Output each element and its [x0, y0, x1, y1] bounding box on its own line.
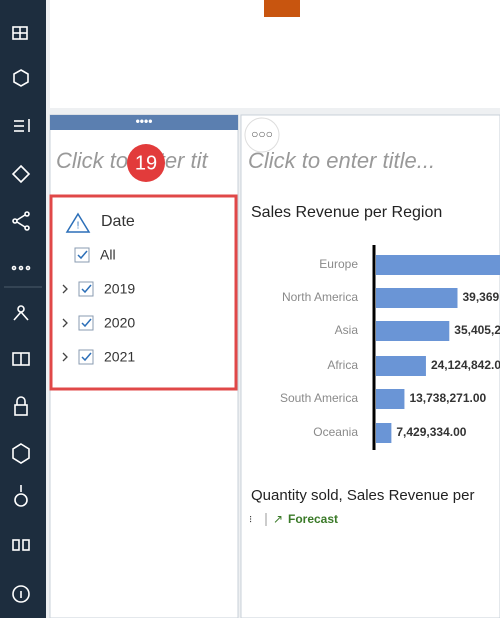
bar-chart: Europe North America 39,369 Asia 35,405,2 Afr… [280, 255, 500, 443]
panel-header[interactable] [50, 115, 238, 130]
bar[interactable] [376, 389, 405, 409]
more-button[interactable] [244, 117, 280, 153]
category-label: Europe [319, 257, 358, 271]
filter-title: Date [101, 213, 135, 230]
title-placeholder[interactable]: Click to enter title... [248, 148, 435, 173]
value-label: 13,738,271.00 [409, 391, 486, 405]
filter-list: All 2019 2020 2021 [62, 247, 135, 365]
value-label: 39,369 [462, 290, 499, 304]
filter-item[interactable]: 2020 [104, 315, 135, 331]
check [81, 284, 92, 294]
category-label: North America [282, 290, 358, 304]
bar[interactable] [376, 356, 426, 376]
filter-item[interactable]: 2019 [104, 281, 135, 297]
category-label: South America [280, 391, 358, 405]
bar[interactable] [376, 288, 458, 308]
filter-item[interactable]: All [100, 247, 116, 263]
forecast-tag[interactable]: Forecast [288, 512, 338, 526]
value-label: 35,405,2 [454, 323, 500, 337]
value-label: 24,124,842.0 [431, 358, 500, 372]
drag-handle[interactable]: •••• [136, 114, 153, 128]
expand-arrow[interactable] [62, 284, 68, 294]
check [77, 250, 88, 260]
filter-panel [49, 114, 239, 619]
more-dots[interactable]: ○○○ [251, 127, 273, 141]
filter-item[interactable]: 2021 [104, 349, 135, 365]
expand-arrow[interactable] [62, 318, 68, 328]
value-label: 7,429,334.00 [396, 425, 466, 439]
highlight-box [49, 194, 238, 391]
category-label: Asia [335, 323, 359, 337]
top-panel [50, 0, 500, 108]
checkbox[interactable] [74, 247, 90, 263]
sidebar [0, 0, 46, 618]
check [81, 352, 92, 362]
checkbox[interactable] [78, 349, 94, 365]
main-panel [240, 114, 500, 619]
bar[interactable] [376, 423, 392, 443]
category-label: Africa [327, 358, 358, 372]
checkbox[interactable] [78, 315, 94, 331]
sidebar-icons[interactable] [11, 26, 31, 603]
bar[interactable] [376, 321, 450, 341]
shape [264, 0, 300, 17]
forecast-arrow: ↗ [273, 512, 283, 526]
category-label: Oceania [313, 425, 358, 439]
step-badge [127, 144, 165, 182]
warning-mark: ! [77, 221, 80, 232]
checkbox[interactable] [78, 281, 94, 297]
chart-title: Sales Revenue per Region [251, 204, 442, 221]
badge-number: 19 [135, 152, 157, 174]
bar[interactable] [376, 255, 500, 275]
warning-icon [65, 212, 91, 233]
hierarchy-icon: ⁝ [249, 515, 252, 526]
chart-title: Quantity sold, Sales Revenue per [251, 487, 474, 504]
check [81, 318, 92, 328]
expand-arrow[interactable] [62, 352, 68, 362]
